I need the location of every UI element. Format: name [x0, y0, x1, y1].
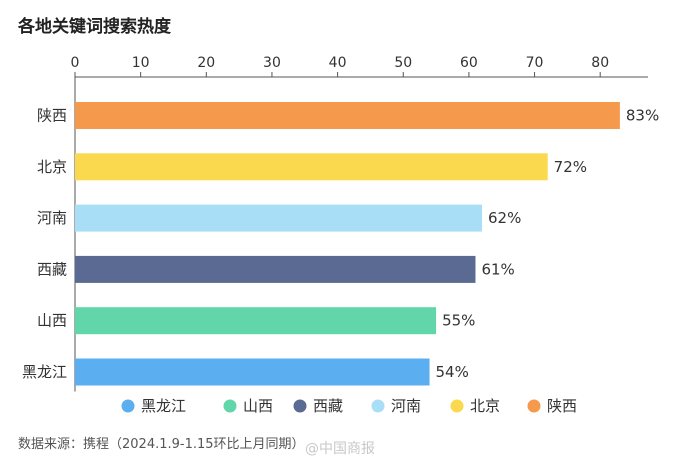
watermark: @中国商报	[305, 441, 375, 457]
x-tick-label: 80	[591, 55, 609, 71]
bar	[75, 204, 483, 232]
value-label: 62%	[488, 209, 521, 227]
x-axis: 0 10 20 30 40 50 60 70 80	[71, 55, 648, 78]
legend-label: 黑龙江	[141, 397, 186, 415]
category-label: 黑龙江	[22, 363, 67, 381]
category-label: 北京	[37, 158, 67, 176]
category-label: 陕西	[37, 107, 67, 125]
legend-label: 山西	[243, 397, 273, 415]
x-tick-label: 70	[526, 55, 544, 71]
legend-label: 西藏	[313, 397, 343, 415]
x-tick-label: 60	[460, 55, 478, 71]
legend: 黑龙江 山西 西藏 河南 北京 陕西	[121, 397, 577, 415]
legend-label: 陕西	[547, 397, 577, 415]
legend-label: 北京	[470, 397, 500, 415]
x-tick-label: 0	[71, 55, 80, 71]
value-label: 72%	[554, 158, 587, 176]
chart-title: 各地关键词搜索热度	[18, 17, 171, 37]
x-tick-label: 10	[132, 55, 150, 71]
bar	[75, 153, 548, 181]
bar	[75, 358, 430, 386]
category-label: 河南	[37, 209, 67, 227]
category-label: 山西	[37, 312, 67, 330]
value-label: 54%	[436, 363, 469, 381]
category-label: 西藏	[37, 260, 67, 278]
legend-marker	[121, 399, 135, 413]
x-tick-label: 50	[394, 55, 412, 71]
legend-marker	[293, 399, 307, 413]
legend-marker	[450, 399, 464, 413]
value-label: 55%	[442, 312, 475, 330]
source-note: 数据来源：携程（2024.1.9-1.15环比上月同期）	[18, 437, 305, 452]
bars: 陕西 83% 北京 72% 河南 62% 西藏 61% 山西 55% 黑龙江 54%	[22, 77, 659, 392]
bar	[75, 102, 620, 129]
legend-marker	[223, 399, 237, 413]
value-label: 61%	[481, 260, 514, 278]
bar	[75, 307, 437, 335]
value-label: 83%	[626, 107, 659, 125]
legend-label: 河南	[391, 397, 421, 415]
legend-marker	[527, 399, 541, 413]
x-tick-label: 20	[197, 55, 215, 71]
legend-marker	[371, 399, 385, 413]
x-tick-label: 40	[329, 55, 347, 71]
bar	[75, 255, 476, 283]
x-tick-label: 30	[263, 55, 281, 71]
